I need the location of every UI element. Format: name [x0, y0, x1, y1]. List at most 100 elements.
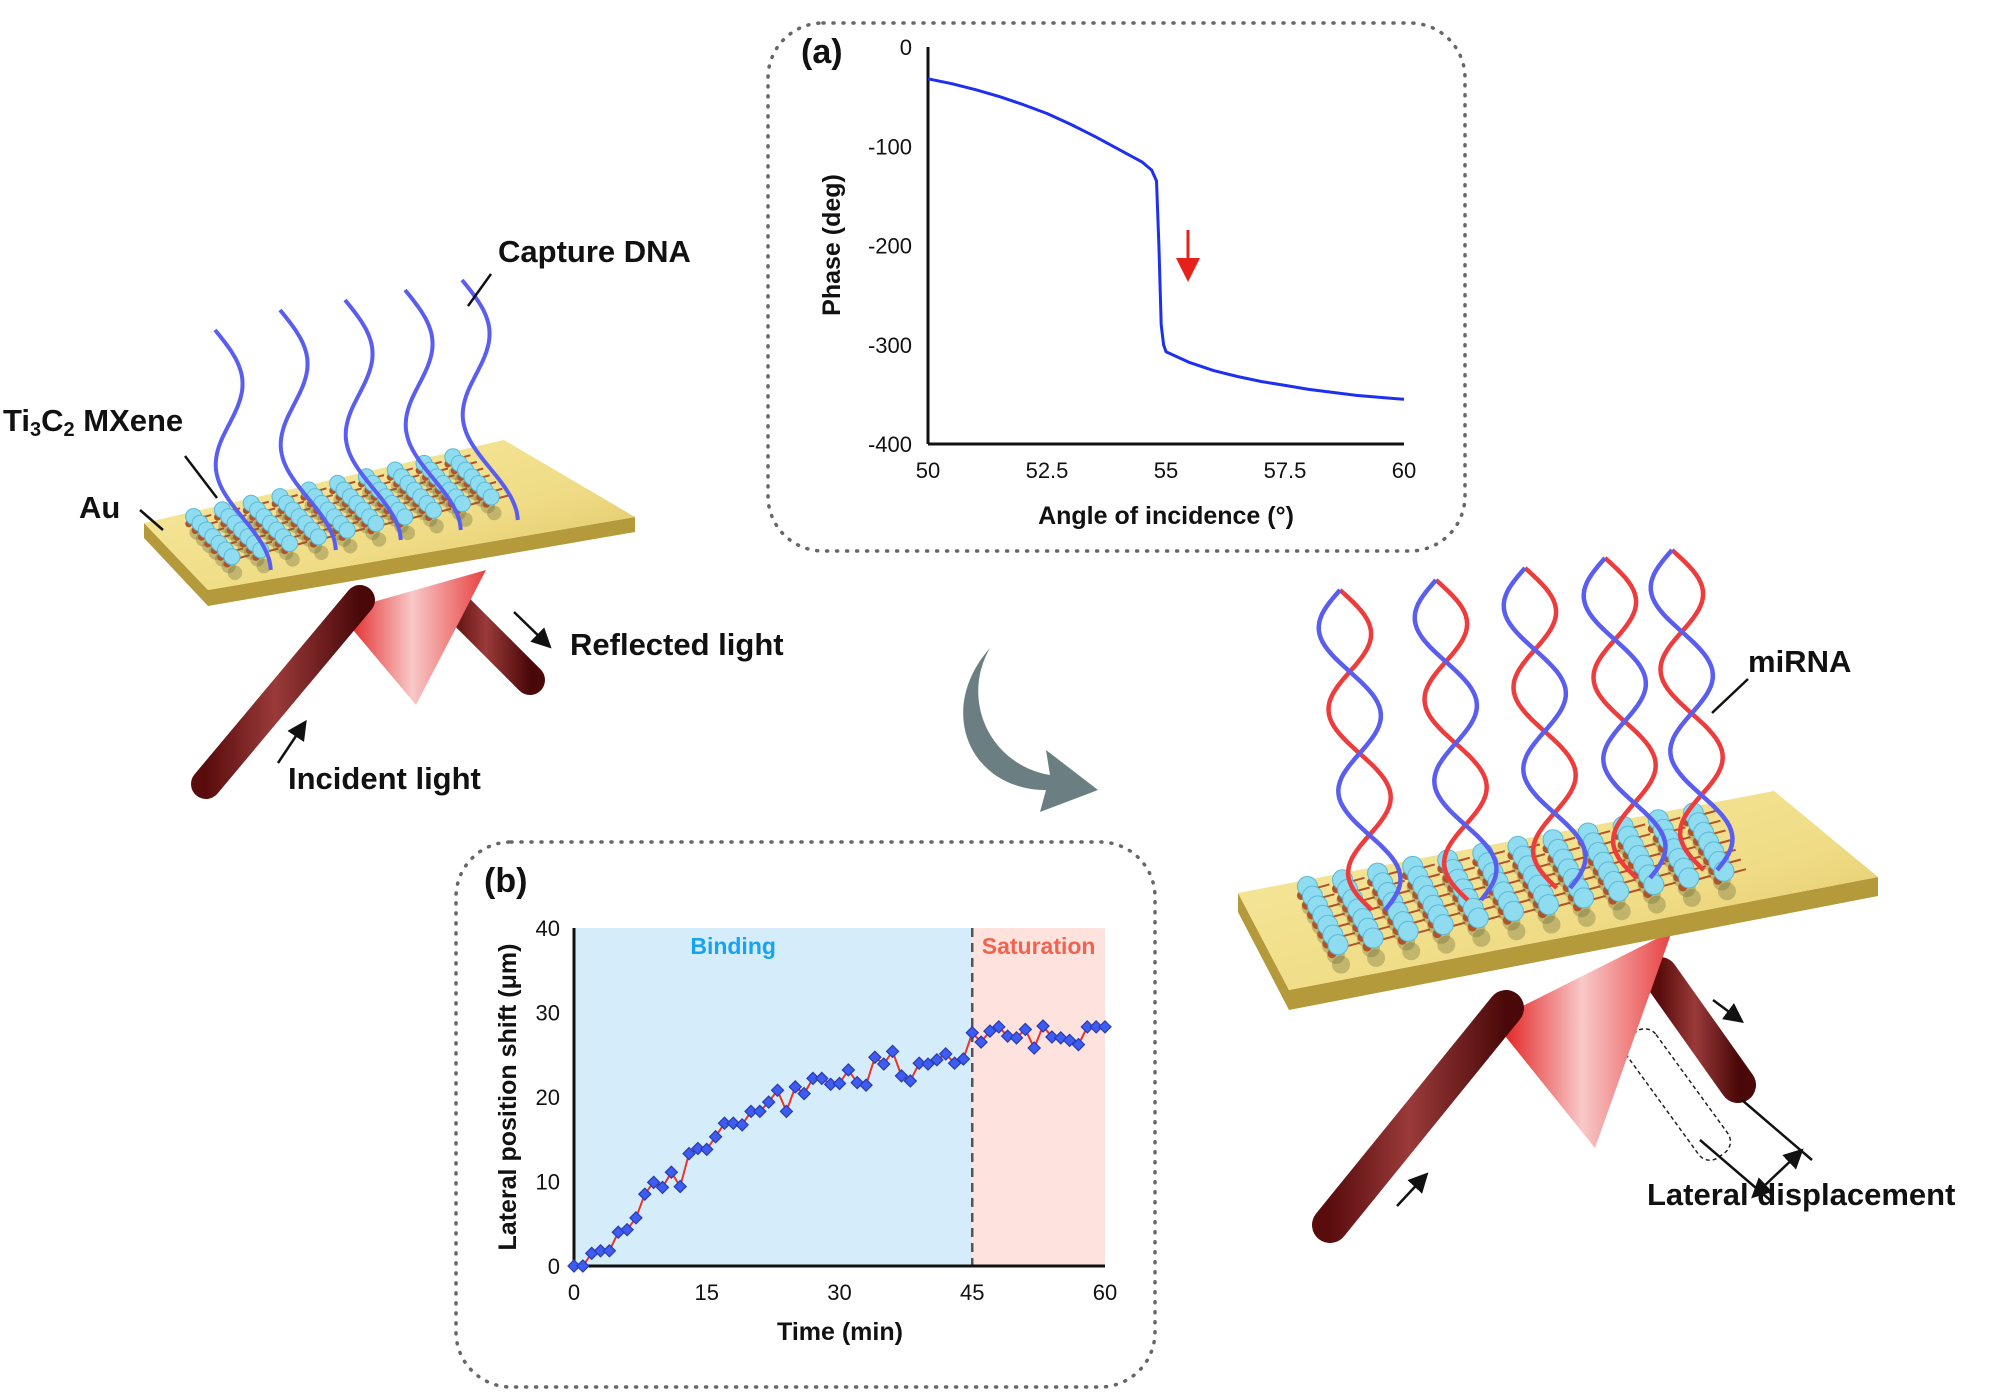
mxene-label: Ti3C2 MXene [3, 403, 183, 441]
au-plate-side [1238, 877, 1878, 1010]
data-point-marker [938, 1047, 953, 1061]
capture-dna-strands [213, 278, 520, 571]
mirna-helix-strand [1648, 548, 1735, 872]
atom-shadow [1437, 935, 1456, 954]
c-atom [1643, 874, 1665, 896]
panel-a-frame [766, 21, 1467, 553]
mirna-helix-strand [1501, 566, 1588, 890]
data-point-marker [885, 1044, 900, 1059]
data-point-marker [770, 1083, 785, 1098]
data-point-marker [655, 1180, 670, 1195]
atom-shadow [371, 532, 387, 547]
panel-b-frame [454, 840, 1157, 1389]
atom-shadow [1507, 922, 1526, 941]
data-point-marker [1089, 1020, 1103, 1034]
y-tick-label: 20 [536, 1085, 560, 1110]
mxene-lattice [1296, 802, 1747, 974]
data-point-marker [930, 1052, 944, 1067]
capture-dna-strand [403, 288, 463, 531]
c-atom [425, 501, 443, 519]
c-atom [309, 528, 327, 546]
x-tick-label: 45 [960, 1280, 984, 1305]
capture-dna-leader [466, 273, 493, 307]
panel-a-label: (a) [801, 33, 843, 71]
x-axis-title: Time (min) [777, 1318, 903, 1346]
y-tick-label: -100 [868, 134, 912, 159]
capture-dna-strand [460, 278, 520, 521]
capture-dna-strand [343, 298, 403, 541]
atom-shadow [1402, 942, 1421, 961]
data-point-marker [682, 1146, 696, 1161]
c-atom [1467, 907, 1489, 929]
c-atom [1432, 914, 1454, 936]
data-point-marker [779, 1104, 794, 1119]
reflected-arrow-icon [1712, 998, 1745, 1023]
c-atom [281, 534, 299, 552]
data-point-marker [761, 1095, 776, 1109]
atom-shadow [1542, 915, 1561, 934]
c-atom [1327, 934, 1349, 956]
y-axis-title: Phase (deg) [818, 174, 846, 316]
c-atom [367, 515, 385, 533]
data-point-marker [788, 1080, 803, 1094]
au-label: Au [79, 490, 120, 525]
mirna-helix-strand [1422, 578, 1489, 902]
x-tick-label: 60 [1392, 458, 1416, 483]
capture-dna-strand [213, 328, 273, 571]
data-point-marker [947, 1056, 962, 1071]
data-point-marker [876, 1057, 891, 1071]
transition-arrow-icon [963, 648, 1098, 812]
c-atom [1608, 880, 1630, 902]
data-point-marker [1036, 1019, 1050, 1033]
capture-schematic: Capture DNA Ti3C2 MXene Au Reflected lig… [3, 234, 784, 799]
x-tick-label: 0 [568, 1280, 580, 1305]
mirna-schematic: miRNA Lateral displacement [1238, 548, 1955, 1243]
displacement-double-arrow-icon [1751, 1148, 1804, 1199]
data-point-marker [602, 1243, 617, 1258]
y-tick-label: -300 [868, 333, 912, 358]
y-axis-title: Lateral position shift (μm) [494, 944, 522, 1251]
atom-shadow [285, 552, 300, 567]
data-point-marker [691, 1141, 705, 1156]
atom-shadow [227, 565, 243, 580]
atom-shadow [1367, 948, 1386, 967]
y-tick-label: 0 [900, 35, 912, 60]
mirna-helix-strand [1581, 556, 1668, 880]
x-tick-label: 50 [916, 458, 940, 483]
data-point-marker [620, 1222, 634, 1237]
data-point-marker [832, 1076, 847, 1091]
atom-shadow [1577, 908, 1596, 927]
data-point-marker [1062, 1033, 1077, 1048]
atom-shadow [400, 525, 415, 541]
incident-beam [191, 585, 375, 799]
data-point-marker [637, 1187, 652, 1202]
data-point-marker [1071, 1037, 1086, 1052]
reflected-light-label: Reflected light [570, 627, 784, 662]
capture-dna-label: Capture DNA [498, 234, 691, 269]
lateral-displacement-label: Lateral displacement [1647, 1177, 1955, 1212]
au-leader [139, 509, 164, 531]
x-axis-title: Angle of incidence (°) [1038, 502, 1294, 530]
data-point-marker [1027, 1041, 1042, 1055]
displacement-tick [1741, 1099, 1813, 1161]
x-tick-label: 15 [695, 1280, 719, 1305]
data-point-marker [965, 1025, 980, 1040]
data-point-marker [859, 1078, 873, 1093]
atom-shadow [314, 545, 329, 561]
data-point-marker [1098, 1020, 1112, 1034]
mirna-leader [1711, 678, 1749, 714]
atom-shadow [343, 538, 358, 554]
atom-shadow [1612, 902, 1631, 921]
data-point-marker [1018, 1022, 1033, 1037]
data-point-marker [841, 1063, 856, 1077]
data-point-marker [1009, 1031, 1024, 1045]
mxene-leader [184, 455, 218, 499]
atom-shadow [1647, 895, 1666, 914]
mirna-helix-strand [1658, 548, 1725, 872]
c-atom [1538, 894, 1560, 916]
data-point-marker [814, 1071, 829, 1086]
data-point-marker [1080, 1020, 1095, 1034]
y-tick-label: 0 [548, 1254, 560, 1279]
incident-beam [1312, 990, 1524, 1243]
